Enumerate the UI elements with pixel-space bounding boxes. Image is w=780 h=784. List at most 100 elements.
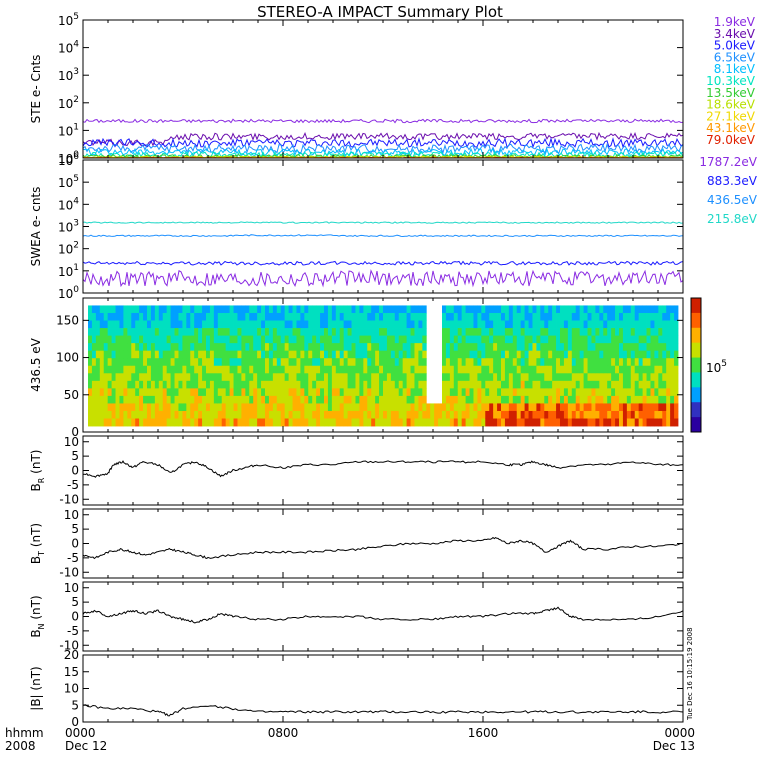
panel-frame-swea — [83, 160, 683, 293]
heatmap-cell — [112, 366, 116, 374]
heatmap-cell — [635, 313, 639, 321]
heatmap-cell — [135, 396, 139, 404]
heatmap-cell — [588, 411, 592, 419]
heatmap-cell — [623, 313, 627, 321]
heatmap-cell — [194, 351, 198, 359]
heatmap-cell — [340, 373, 344, 381]
heatmap-cell — [627, 313, 631, 321]
heatmap-cell — [155, 305, 159, 313]
heatmap-cell — [493, 336, 497, 344]
heatmap-cell — [371, 411, 375, 419]
heatmap-cell — [481, 373, 485, 381]
heatmap-cell — [123, 336, 127, 344]
legend-entry-swea: 883.3eV — [707, 174, 758, 188]
heatmap-cell — [234, 305, 238, 313]
heatmap-cell — [674, 336, 678, 344]
heatmap-cell — [348, 313, 352, 321]
heatmap-cell — [285, 388, 289, 396]
heatmap-cell — [316, 419, 320, 427]
heatmap-cell — [639, 396, 643, 404]
heatmap-cell — [466, 381, 470, 389]
pad-heatmap-cells — [88, 305, 678, 426]
heatmap-cell — [281, 313, 285, 321]
heatmap-cell — [155, 358, 159, 366]
heatmap-cell — [355, 419, 359, 427]
heatmap-cell — [466, 313, 470, 321]
heatmap-cell — [155, 419, 159, 427]
heatmap-cell — [92, 321, 96, 329]
heatmap-cell — [226, 336, 230, 344]
heatmap-cell — [615, 313, 619, 321]
heatmap-cell — [190, 321, 194, 329]
heatmap-cell — [340, 351, 344, 359]
heatmap-cell — [603, 419, 607, 427]
heatmap-cell — [375, 403, 379, 411]
heatmap-cell — [564, 343, 568, 351]
heatmap-cell — [505, 305, 509, 313]
heatmap-cell — [477, 351, 481, 359]
series-line-ste-0 — [83, 119, 683, 122]
heatmap-cell — [576, 411, 580, 419]
heatmap-cell — [470, 411, 474, 419]
heatmap-cell — [344, 336, 348, 344]
heatmap-cell — [411, 381, 415, 389]
heatmap-cell — [155, 381, 159, 389]
heatmap-cell — [442, 351, 446, 359]
heatmap-cell — [391, 321, 395, 329]
heatmap-cell — [599, 366, 603, 374]
y-tick-label: 102 — [58, 95, 79, 111]
heatmap-cell — [344, 381, 348, 389]
colorbar-segment — [691, 417, 701, 432]
heatmap-cell — [591, 336, 595, 344]
heatmap-cell — [222, 313, 226, 321]
heatmap-cell — [643, 411, 647, 419]
heatmap-cell — [178, 351, 182, 359]
heatmap-cell — [462, 336, 466, 344]
heatmap-cell — [210, 358, 214, 366]
heatmap-cell — [619, 328, 623, 336]
heatmap-cell — [332, 411, 336, 419]
heatmap-cell — [186, 305, 190, 313]
heatmap-cell — [399, 388, 403, 396]
heatmap-cell — [481, 366, 485, 374]
heatmap-cell — [304, 396, 308, 404]
heatmap-cell — [505, 373, 509, 381]
y-tick-label: 106 — [58, 152, 79, 168]
y-axis-label-text: 436.5 eV — [29, 337, 43, 392]
heatmap-cell — [599, 373, 603, 381]
heatmap-cell — [253, 411, 257, 419]
heatmap-cell — [147, 358, 151, 366]
heatmap-cell — [171, 388, 175, 396]
heatmap-cell — [88, 321, 92, 329]
heatmap-cell — [159, 403, 163, 411]
heatmap-cell — [485, 358, 489, 366]
heatmap-cell — [674, 343, 678, 351]
heatmap-cell — [399, 373, 403, 381]
heatmap-cell — [611, 343, 615, 351]
heatmap-cell — [470, 305, 474, 313]
heatmap-cell — [454, 366, 458, 374]
heatmap-cell — [175, 396, 179, 404]
heatmap-cell — [127, 381, 131, 389]
heatmap-cell — [332, 358, 336, 366]
heatmap-cell — [513, 321, 517, 329]
heatmap-cell — [599, 305, 603, 313]
heatmap-cell — [489, 336, 493, 344]
heatmap-cell — [159, 388, 163, 396]
heatmap-cell — [241, 358, 245, 366]
heatmap-cell — [584, 351, 588, 359]
heatmap-cell — [517, 381, 521, 389]
heatmap-cell — [615, 403, 619, 411]
heatmap-cell — [501, 381, 505, 389]
heatmap-cell — [332, 305, 336, 313]
heatmap-cell — [395, 343, 399, 351]
heatmap-cell — [674, 373, 678, 381]
heatmap-cell — [481, 388, 485, 396]
heatmap-cell — [568, 351, 572, 359]
heatmap-cell — [615, 366, 619, 374]
heatmap-cell — [650, 388, 654, 396]
heatmap-cell — [477, 313, 481, 321]
heatmap-cell — [312, 381, 316, 389]
heatmap-cell — [281, 305, 285, 313]
heatmap-cell — [470, 373, 474, 381]
